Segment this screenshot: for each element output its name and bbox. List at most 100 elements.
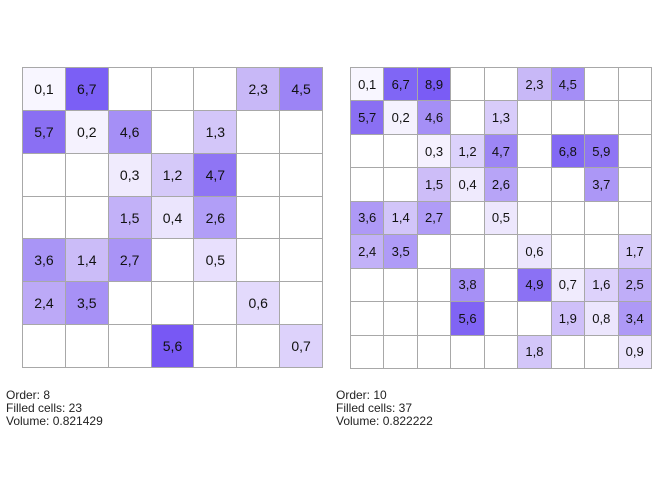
empty-cell xyxy=(551,235,586,269)
filled-cell: 0,1 xyxy=(351,68,385,102)
filled-cell: 6,7 xyxy=(65,68,109,111)
filled-cell: 3,6 xyxy=(23,239,66,283)
empty-cell xyxy=(65,196,109,240)
empty-cell xyxy=(417,302,452,336)
empty-cell xyxy=(151,282,195,326)
empty-cell xyxy=(518,302,552,336)
filled-cell: 1,7 xyxy=(618,235,652,269)
empty-cell xyxy=(351,302,385,336)
filled-cell: 4,7 xyxy=(484,134,519,169)
filled-cell: 0,3 xyxy=(417,134,452,169)
empty-cell xyxy=(384,335,418,369)
filled-cell: 4,5 xyxy=(551,68,586,102)
empty-cell xyxy=(384,134,418,169)
empty-cell xyxy=(194,282,238,326)
filled-cell: 2,4 xyxy=(351,235,385,269)
filled-cell: 5,6 xyxy=(451,302,485,336)
empty-cell xyxy=(417,235,452,269)
filled-cell: 4,6 xyxy=(108,110,152,154)
filled-cell: 0,2 xyxy=(65,110,109,154)
empty-cell xyxy=(618,134,652,169)
empty-cell xyxy=(384,302,418,336)
filled-cell: 5,9 xyxy=(585,134,619,169)
empty-cell xyxy=(618,168,652,202)
filled-cell: 1,8 xyxy=(518,335,552,369)
empty-cell xyxy=(23,196,66,240)
empty-cell xyxy=(585,335,619,369)
empty-cell xyxy=(551,101,586,135)
empty-cell xyxy=(351,335,385,369)
empty-cell xyxy=(23,325,66,369)
filled-cell: 2,6 xyxy=(194,196,238,240)
filled-cell: 0,1 xyxy=(23,68,66,111)
empty-cell xyxy=(23,153,66,197)
empty-cell xyxy=(518,101,552,135)
filled-cell: 0,8 xyxy=(585,302,619,336)
filled-cells-label: Filled cells: 23 xyxy=(6,401,83,415)
empty-cell xyxy=(237,196,281,240)
filled-cell: 0,9 xyxy=(618,335,652,369)
filled-cell: 4,5 xyxy=(280,68,324,111)
filled-cell: 0,5 xyxy=(194,239,238,283)
empty-cell xyxy=(237,239,281,283)
empty-cell xyxy=(484,335,519,369)
filled-cell: 1,2 xyxy=(151,153,195,197)
filled-cell: 2,3 xyxy=(237,68,281,111)
empty-cell xyxy=(151,239,195,283)
empty-cell xyxy=(585,201,619,236)
empty-cell xyxy=(451,235,485,269)
filled-cell: 4,6 xyxy=(417,101,452,135)
empty-cell xyxy=(551,201,586,236)
empty-cell xyxy=(351,268,385,303)
empty-cell xyxy=(194,325,238,369)
filled-cell: 4,7 xyxy=(194,153,238,197)
empty-cell xyxy=(484,68,519,102)
filled-cell: 5,7 xyxy=(23,110,66,154)
empty-cell xyxy=(618,101,652,135)
empty-cell xyxy=(518,134,552,169)
empty-cell xyxy=(108,68,152,111)
filled-cell: 3,5 xyxy=(65,282,109,326)
filled-cell: 1,3 xyxy=(484,101,519,135)
filled-cell: 2,5 xyxy=(618,268,652,303)
empty-cell xyxy=(618,68,652,102)
filled-cell: 1,4 xyxy=(384,201,418,236)
filled-cells-label: Filled cells: 37 xyxy=(336,401,413,415)
empty-cell xyxy=(551,335,586,369)
filled-cell: 0,4 xyxy=(151,196,195,240)
empty-cell xyxy=(151,110,195,154)
filled-cell: 0,3 xyxy=(108,153,152,197)
filled-cell: 0,6 xyxy=(237,282,281,326)
empty-cell xyxy=(280,153,324,197)
empty-cell xyxy=(384,268,418,303)
empty-cell xyxy=(451,335,485,369)
empty-cell xyxy=(194,68,238,111)
filled-cell: 2,3 xyxy=(518,68,552,102)
filled-cell: 5,6 xyxy=(151,325,195,369)
empty-cell xyxy=(484,235,519,269)
empty-cell xyxy=(280,282,324,326)
empty-cell xyxy=(484,268,519,303)
filled-cell: 6,8 xyxy=(551,134,586,169)
empty-cell xyxy=(237,325,281,369)
filled-cell: 3,4 xyxy=(618,302,652,336)
order-label: Order: 8 xyxy=(6,388,51,402)
empty-cell xyxy=(618,201,652,236)
filled-cell: 1,3 xyxy=(194,110,238,154)
empty-cell xyxy=(280,239,324,283)
order-label: Order: 10 xyxy=(336,388,387,402)
empty-cell xyxy=(65,153,109,197)
panel-info-order-10: Order: 10 Filled cells: 37 Volume: 0.822… xyxy=(336,389,433,428)
empty-cell xyxy=(417,268,452,303)
volume-label: Volume: 0.822222 xyxy=(336,414,433,428)
filled-cell: 6,7 xyxy=(384,68,418,102)
empty-cell xyxy=(108,282,152,326)
filled-cell: 0,2 xyxy=(384,101,418,135)
empty-cell xyxy=(585,101,619,135)
empty-cell xyxy=(417,335,452,369)
empty-cell xyxy=(585,235,619,269)
filled-cell: 0,5 xyxy=(484,201,519,236)
filled-cell: 2,7 xyxy=(417,201,452,236)
panel-info-order-8: Order: 8 Filled cells: 23 Volume: 0.8214… xyxy=(6,389,103,428)
filled-cell: 1,6 xyxy=(585,268,619,303)
